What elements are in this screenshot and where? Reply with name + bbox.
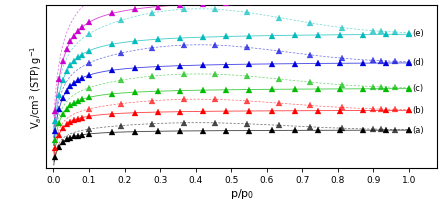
Text: (c): (c) bbox=[412, 84, 424, 93]
Text: (e): (e) bbox=[412, 29, 424, 38]
Y-axis label: V$_a$/cm$^3$ (STP) g$^{-1}$: V$_a$/cm$^3$ (STP) g$^{-1}$ bbox=[28, 45, 43, 128]
Text: (f): (f) bbox=[0, 205, 1, 206]
Text: (b): (b) bbox=[412, 106, 424, 115]
Text: (d): (d) bbox=[412, 58, 424, 67]
Text: (a): (a) bbox=[412, 126, 424, 135]
X-axis label: p/p$_0$: p/p$_0$ bbox=[229, 187, 254, 200]
